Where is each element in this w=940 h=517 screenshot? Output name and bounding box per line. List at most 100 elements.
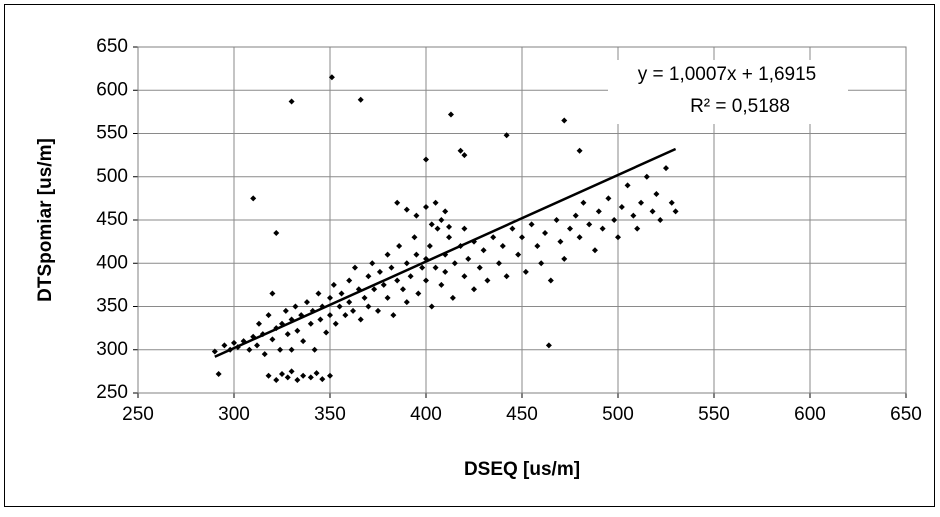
- point: [265, 312, 272, 319]
- point: [313, 370, 320, 377]
- point: [447, 111, 454, 118]
- point: [490, 234, 497, 241]
- point: [547, 277, 554, 284]
- point: [519, 234, 525, 241]
- point: [618, 204, 625, 211]
- point: [423, 156, 429, 163]
- point: [265, 372, 272, 379]
- point: [542, 229, 549, 236]
- point: [221, 342, 228, 349]
- point: [279, 370, 285, 377]
- point: [591, 247, 598, 254]
- point: [365, 273, 372, 280]
- point: [615, 234, 621, 241]
- point: [328, 74, 335, 81]
- point: [586, 221, 593, 228]
- y-tick-label: 400: [96, 252, 128, 273]
- point: [346, 299, 353, 306]
- point: [369, 260, 376, 267]
- point: [611, 217, 618, 223]
- point: [250, 195, 257, 202]
- point: [419, 264, 426, 271]
- point: [399, 286, 406, 293]
- point: [371, 286, 378, 293]
- point: [346, 277, 353, 284]
- point: [557, 238, 564, 245]
- point: [292, 303, 299, 310]
- y-tick-label: 550: [96, 123, 128, 144]
- point: [415, 290, 422, 297]
- trend-equation: y = 1,0007x + 1,6915: [638, 64, 817, 85]
- point: [643, 173, 650, 180]
- point: [595, 208, 602, 215]
- point: [438, 217, 445, 223]
- point: [451, 260, 458, 267]
- x-tick-label: 250: [122, 404, 154, 425]
- point: [461, 225, 468, 232]
- point: [446, 223, 453, 230]
- point: [365, 303, 372, 310]
- point: [442, 268, 449, 275]
- point: [307, 374, 314, 381]
- point: [630, 212, 637, 219]
- point: [522, 268, 529, 275]
- point: [255, 320, 262, 327]
- point: [495, 260, 502, 267]
- y-tick-label: 250: [96, 382, 128, 403]
- point: [282, 307, 289, 314]
- point: [657, 217, 664, 223]
- point: [303, 299, 310, 306]
- point: [327, 294, 333, 301]
- point: [380, 281, 387, 288]
- point: [561, 117, 568, 124]
- point: [250, 333, 257, 340]
- x-tick-label: 500: [602, 404, 634, 425]
- x-tick-label: 450: [506, 404, 538, 425]
- y-tick-label: 450: [96, 209, 128, 230]
- point: [342, 312, 349, 319]
- trendline: [214, 147, 677, 358]
- point: [428, 303, 435, 310]
- point: [330, 281, 337, 288]
- point: [319, 376, 326, 383]
- point: [215, 370, 222, 377]
- point: [294, 327, 301, 334]
- x-axis-label: DSEQ [us/m]: [464, 459, 580, 480]
- point: [634, 225, 641, 232]
- point: [357, 96, 364, 103]
- point: [649, 208, 656, 215]
- point: [449, 294, 456, 301]
- point: [403, 260, 410, 267]
- point: [336, 303, 343, 310]
- point: [211, 348, 218, 355]
- r-squared: R² = 0,5188: [690, 96, 790, 117]
- point: [269, 290, 276, 297]
- point: [534, 242, 541, 249]
- point: [300, 338, 307, 345]
- point: [624, 182, 631, 189]
- x-tick-label: 550: [698, 404, 730, 425]
- point: [323, 329, 330, 336]
- point: [576, 147, 583, 154]
- x-tick-label: 400: [410, 404, 442, 425]
- point: [332, 320, 339, 327]
- point: [311, 346, 318, 353]
- point: [277, 346, 284, 353]
- x-tick-label: 600: [794, 404, 826, 425]
- point: [672, 208, 679, 215]
- point: [394, 277, 401, 284]
- point: [553, 217, 560, 223]
- point: [273, 377, 280, 384]
- point: [357, 316, 364, 323]
- point: [538, 260, 545, 267]
- point: [413, 212, 420, 219]
- point: [476, 264, 483, 271]
- point: [484, 277, 491, 284]
- x-tick-label: 650: [890, 404, 922, 425]
- y-tick-label: 600: [96, 79, 128, 100]
- point: [668, 199, 675, 206]
- point: [413, 251, 420, 258]
- y-axis-label: DTSpomiar [us/m]: [35, 138, 56, 302]
- point: [432, 264, 439, 271]
- point: [423, 277, 429, 284]
